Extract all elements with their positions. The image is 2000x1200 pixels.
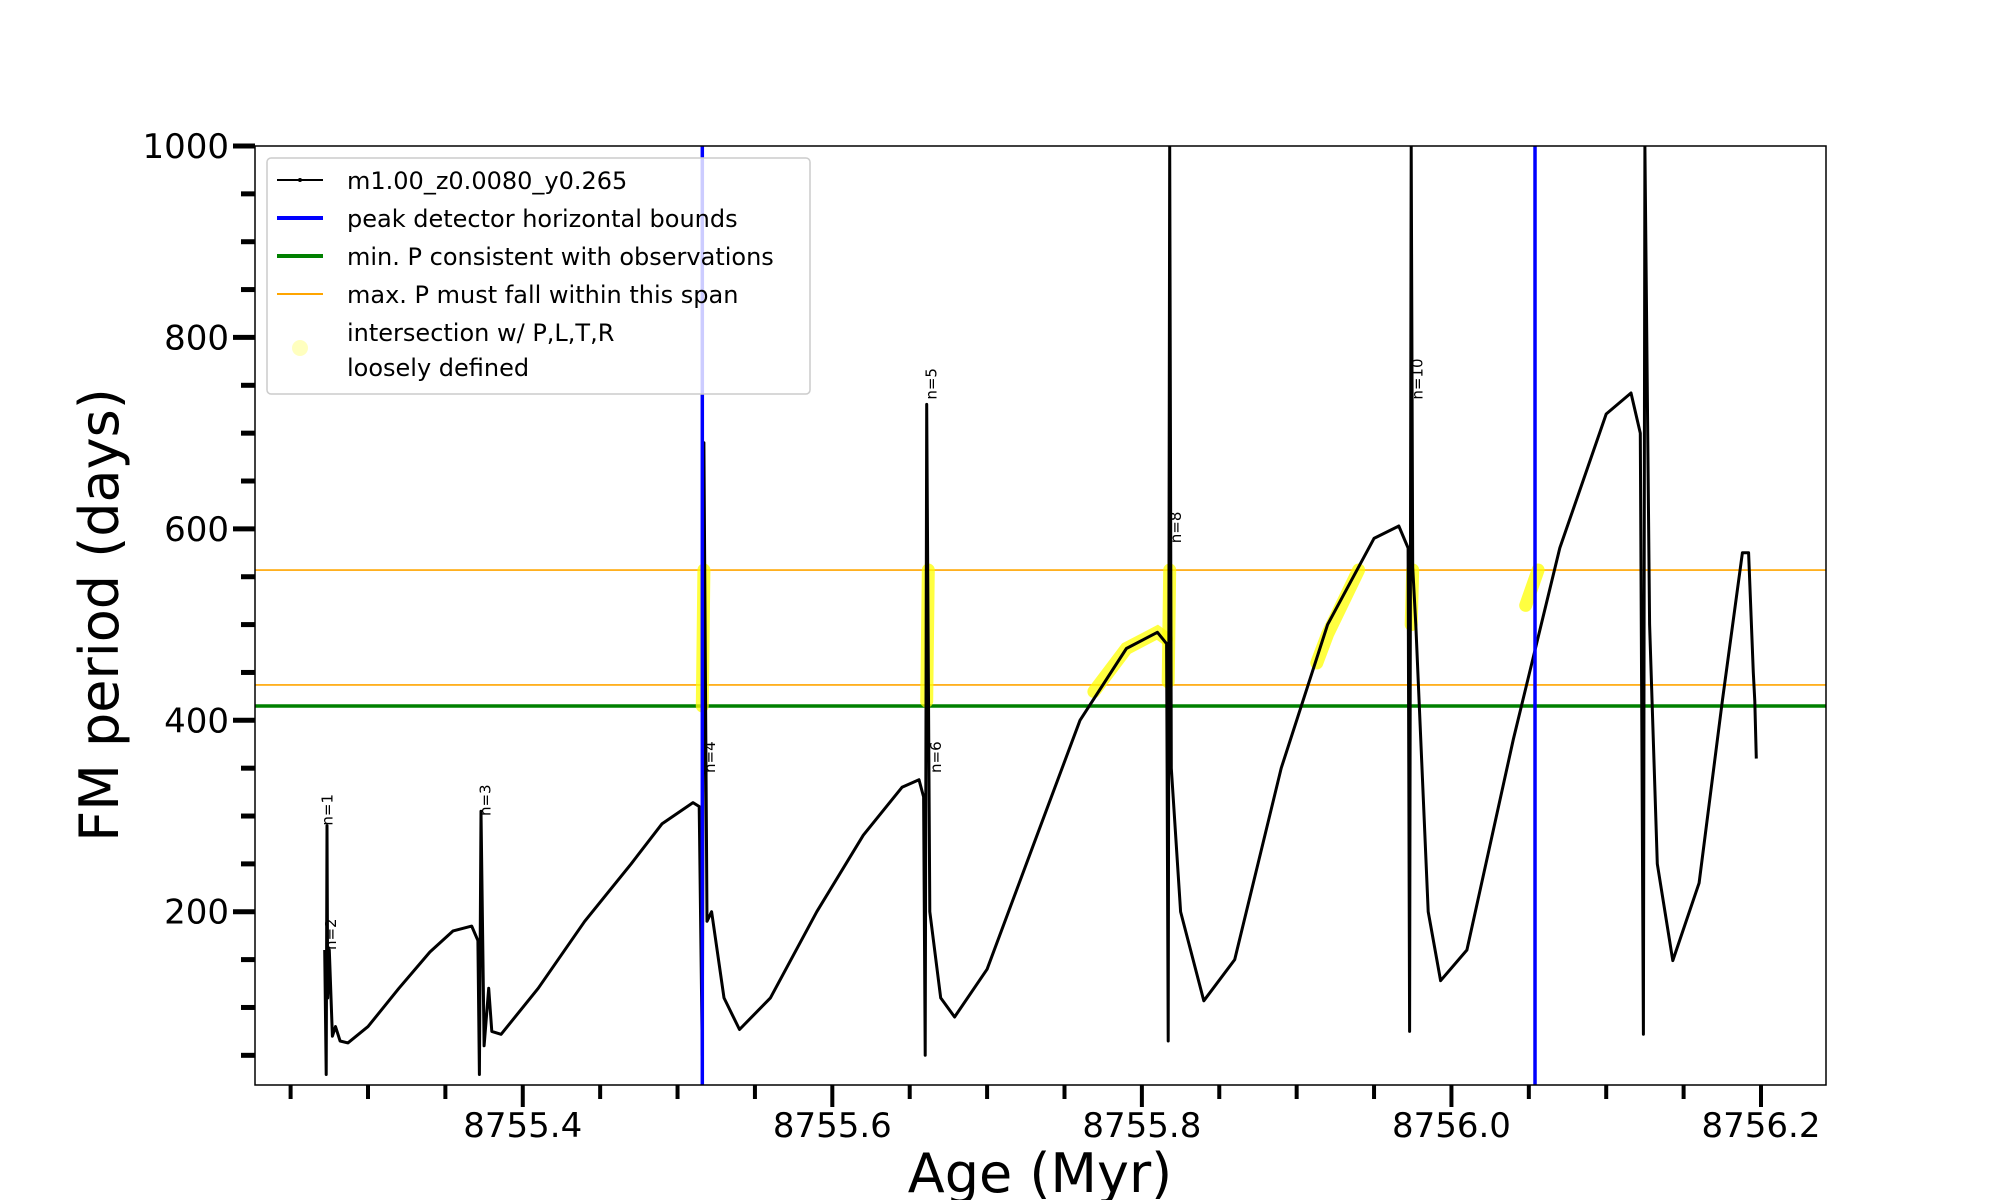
x-tick-label: 8755.4 — [463, 1106, 582, 1146]
annotation-label: n=5 — [922, 368, 940, 400]
intersection-segment-4 — [1310, 563, 1366, 670]
series-line-0 — [323, 146, 1758, 1076]
x-tick-label: 8755.8 — [1082, 1106, 1201, 1146]
legend-marker-intersection — [292, 340, 308, 356]
x-tick-label: 8755.6 — [773, 1106, 892, 1146]
annotation-label: n=1 — [319, 794, 337, 826]
annotation-label: n=10 — [1408, 358, 1426, 399]
legend-label-model: m1.00_z0.0080_y0.265 — [347, 167, 627, 195]
legend-label-intersection: intersection w/ P,L,T,R — [347, 319, 614, 347]
y-tick-label: 200 — [164, 893, 229, 933]
y-tick-label: 400 — [164, 701, 229, 741]
legend-marker-model — [298, 178, 302, 182]
annotation-label: n=4 — [701, 741, 719, 773]
legend: m1.00_z0.0080_y0.265 peak detector horiz… — [266, 157, 811, 395]
annotation-label: n=3 — [477, 784, 495, 816]
axes-frame — [254, 145, 1827, 1086]
y-axis-title: FM period (days) — [68, 388, 131, 842]
annotation-label: n=6 — [927, 741, 945, 773]
legend-label-min-p: min. P consistent with observations — [347, 243, 774, 271]
annotation-label: n=8 — [1167, 512, 1185, 544]
legend-box — [266, 157, 811, 395]
x-tick-label: 8756.0 — [1392, 1106, 1511, 1146]
legend-label-peak-bounds: peak detector horizontal bounds — [347, 205, 738, 233]
annotation-label: n=2 — [322, 918, 340, 950]
y-tick-label: 800 — [164, 318, 229, 358]
y-tick-label: 600 — [164, 510, 229, 550]
legend-label-intersection-2: loosely defined — [347, 354, 529, 382]
y-tick-label: 1000 — [142, 127, 229, 167]
x-tick-label: 8756.2 — [1702, 1106, 1821, 1146]
x-axis-title: Age (Myr) — [908, 1142, 1173, 1200]
legend-label-max-p: max. P must fall within this span — [347, 281, 738, 309]
